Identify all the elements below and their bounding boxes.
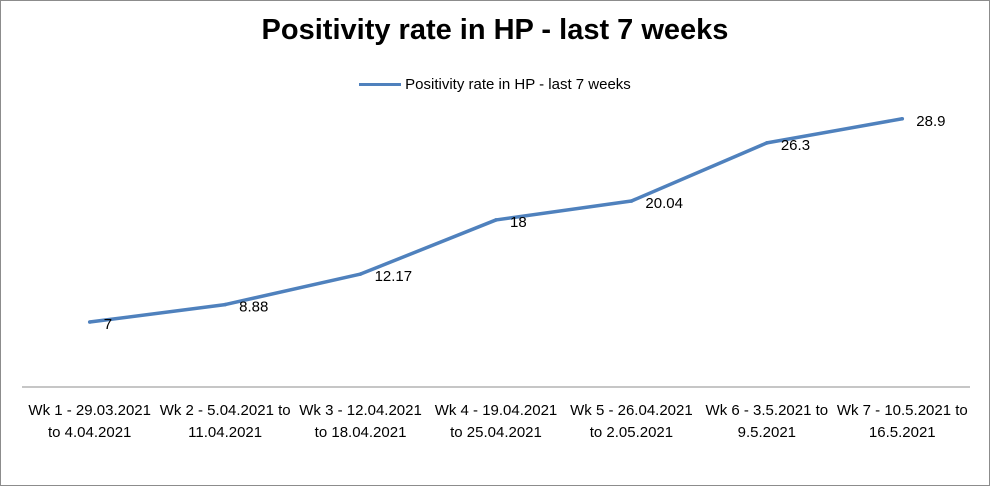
data-label: 26.3 xyxy=(781,137,810,154)
data-label: 20.04 xyxy=(645,195,683,212)
data-point xyxy=(900,116,905,121)
legend-label: Positivity rate in HP - last 7 weeks xyxy=(405,76,631,93)
x-tick-label: Wk 4 - 19.04.2021 to 25.04.2021 xyxy=(434,402,558,441)
x-tick-label: Wk 2 - 5.04.2021 to 11.04.2021 xyxy=(159,402,291,441)
x-tick-label: Wk 6 - 3.5.2021 to 9.5.2021 xyxy=(705,402,829,441)
data-label: 18 xyxy=(510,214,527,231)
data-label: 8.88 xyxy=(239,299,268,316)
data-point xyxy=(87,320,92,324)
x-tick-label: Wk 7 - 10.5.2021 to 16.5.2021 xyxy=(836,402,968,441)
data-label-layer: 7 8.88 12.17 18 20.04 26.3 28.9 xyxy=(104,113,946,333)
chart-title: Positivity rate in HP - last 7 weeks xyxy=(261,14,729,46)
x-tick-label: Wk 5 - 26.04.2021 to 2.05.2021 xyxy=(570,402,693,441)
data-label: 12.17 xyxy=(375,268,413,285)
x-tick-label: Wk 1 - 29.03.2021 to 4.04.2021 xyxy=(28,402,151,441)
x-tick-label: Wk 3 - 12.04.2021 to 18.04.2021 xyxy=(299,402,422,441)
legend-swatch xyxy=(359,83,402,86)
data-point xyxy=(494,218,498,222)
data-label: 28.9 xyxy=(916,113,945,130)
data-point xyxy=(765,141,769,145)
legend: Positivity rate in HP - last 7 weeks xyxy=(0,76,990,93)
series-layer xyxy=(87,116,905,324)
data-point xyxy=(358,272,363,276)
data-point xyxy=(223,302,227,307)
data-point xyxy=(629,199,634,203)
data-label: 7 xyxy=(104,316,112,333)
